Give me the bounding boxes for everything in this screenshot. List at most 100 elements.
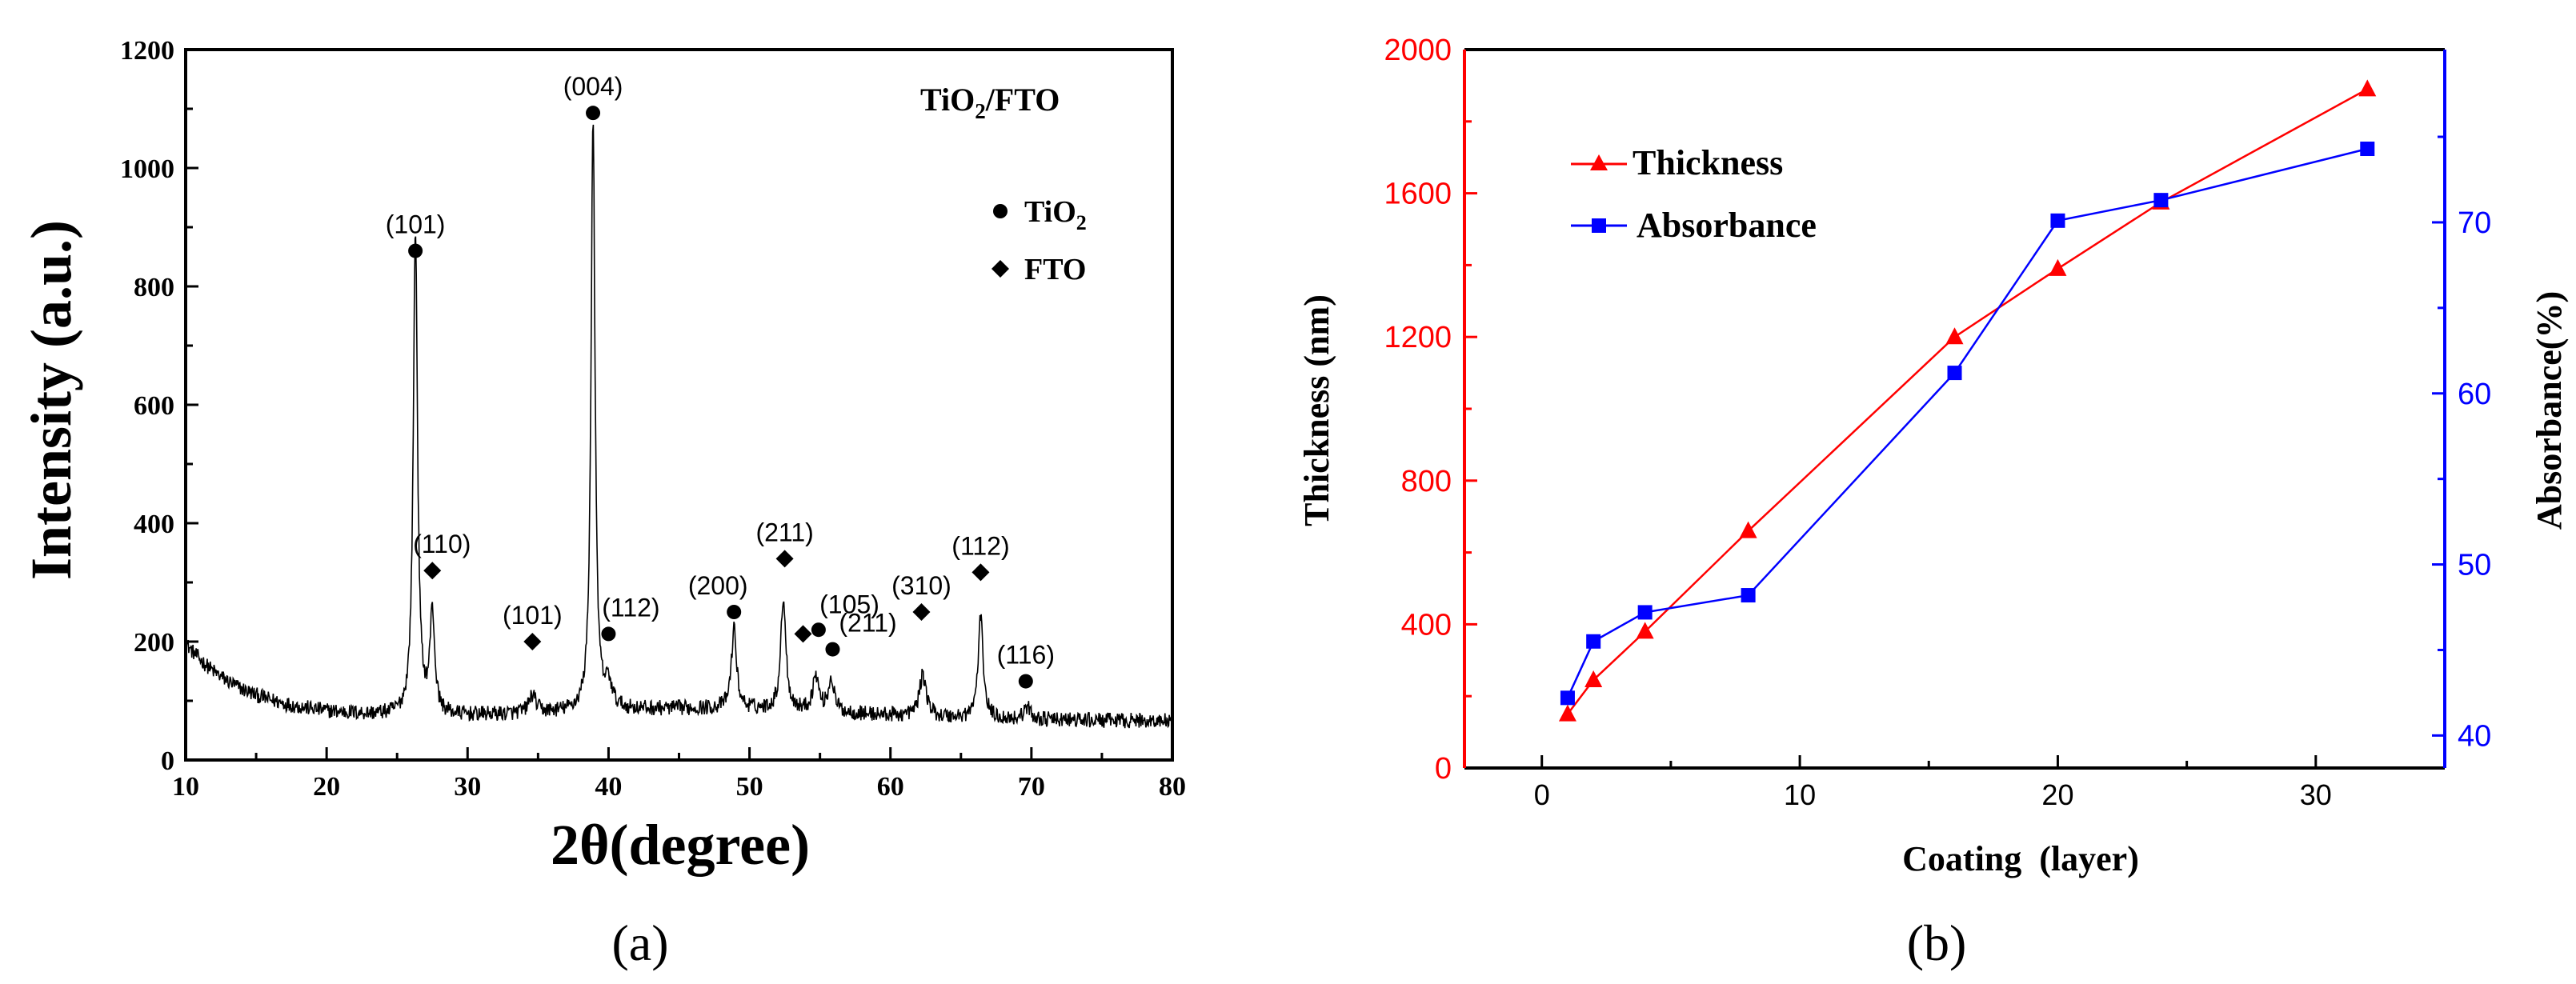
- xrd-peak-marker-circle: [811, 622, 826, 638]
- xrd-x-tick-label: 20: [313, 772, 340, 802]
- thickness-y-axis-label: Thickness (nm): [1297, 294, 1336, 526]
- absorbance-point: [2360, 142, 2375, 157]
- xrd-y-tick-label: 400: [134, 510, 174, 539]
- absorbance-point: [2153, 193, 2169, 208]
- legend-thickness-label: Thickness: [1633, 143, 1783, 182]
- xrd-trace-group: [185, 124, 1173, 729]
- thickness-tick-label: 1200: [1384, 321, 1452, 354]
- xrd-title-rest: /FTO: [985, 82, 1060, 118]
- coating-x-axis-label: Coating (layer): [1902, 839, 2139, 878]
- xrd-x-tick-label: 70: [1018, 772, 1045, 802]
- xrd-peak-marker-circle: [825, 642, 840, 657]
- thickness-point: [1558, 704, 1576, 722]
- xrd-title-main: TiO: [920, 82, 975, 118]
- xrd-peak-marker-circle: [727, 605, 742, 619]
- xrd-legend-fto: FTO: [1024, 253, 1086, 286]
- legend-absorbance-square: [1592, 218, 1606, 233]
- absorbance-point: [2050, 213, 2065, 228]
- xrd-title-sub: 2: [975, 99, 986, 123]
- xrd-peak-marker-diamond: [423, 562, 442, 580]
- absorbance-point: [1947, 366, 1962, 381]
- panel-a-label: (a): [611, 914, 668, 971]
- xrd-y-tick-label: 200: [134, 628, 174, 658]
- xrd-peak-annotations: (101)(110)(101)(004)(112)(200)(211)(105)…: [386, 72, 1055, 689]
- xrd-x-axis-label: 2θ(degree): [551, 813, 810, 877]
- coating-legend: Thickness Absorbance: [1571, 143, 1817, 245]
- xrd-x-tick-label: 50: [736, 772, 763, 802]
- thickness-tick-label: 2000: [1384, 34, 1452, 67]
- xrd-legend-diamond-marker: [992, 260, 1009, 278]
- thickness-point: [1636, 622, 1654, 639]
- thickness-point: [1739, 521, 1757, 538]
- xrd-peak-label: (105): [819, 590, 879, 618]
- absorbance-point: [1637, 605, 1653, 620]
- absorbance-tick-label: 50: [2458, 549, 2491, 582]
- xrd-x-tick-label: 10: [172, 772, 199, 802]
- xrd-legend-circle-marker: [993, 204, 1008, 218]
- absorbance-line: [1566, 147, 2368, 698]
- thickness-point: [1584, 670, 1603, 687]
- xrd-peak-marker-diamond: [523, 633, 542, 650]
- xrd-y-tick-label: 600: [134, 391, 174, 421]
- coating-x-tick-label: 30: [2300, 778, 2332, 811]
- xrd-legend-tio2-main: TiO: [1024, 195, 1076, 229]
- absorbance-point: [1560, 690, 1575, 706]
- thickness-point: [2049, 258, 2067, 276]
- xrd-peak-marker-diamond: [794, 625, 812, 643]
- xrd-plot-frame: [184, 48, 1174, 762]
- xrd-peak-marker-diamond: [972, 563, 990, 582]
- absorbance-point: [1741, 588, 1756, 603]
- xrd-legend-tio2-sub: 2: [1076, 211, 1087, 234]
- xrd-peak-label: (211): [839, 609, 896, 638]
- xrd-peak-label: (101): [386, 210, 446, 239]
- thickness-tick-label: 1600: [1384, 178, 1452, 211]
- xrd-x-tick-label: 60: [877, 772, 904, 802]
- xrd-peak-marker-circle: [601, 626, 616, 642]
- absorbance-tick-label: 60: [2458, 378, 2491, 411]
- absorbance-tick-label: 70: [2458, 206, 2491, 240]
- xrd-y-tick-label: 800: [134, 273, 174, 302]
- xrd-y-axis-label: Intensity (a.u.): [19, 220, 83, 580]
- xrd-legend: TiO2 FTO: [992, 195, 1087, 286]
- xrd-x-tick-label: 30: [454, 772, 481, 802]
- coating-x-tick-label: 10: [1784, 778, 1816, 811]
- xrd-peak-marker-diamond: [912, 603, 931, 621]
- xrd-peak-label: (110): [413, 530, 471, 558]
- xrd-title: TiO2/FTO: [920, 82, 1060, 123]
- thickness-tick-label: 800: [1401, 465, 1452, 498]
- legend-thickness-triangle: [1590, 154, 1608, 170]
- coating-tick-labels: 0 10 20 30 0 400 800 1200 1600 2000 40 50 60 70: [1384, 34, 2491, 811]
- legend-absorbance-label: Absorbance: [1637, 206, 1817, 245]
- panel-b-label: (b): [1907, 914, 1967, 971]
- coating-x-tick-label: 0: [1534, 778, 1550, 811]
- thickness-point: [1945, 327, 1964, 345]
- xrd-legend-tio2: TiO2: [1024, 195, 1087, 234]
- thickness-line: [1566, 88, 2368, 715]
- xrd-peak-marker-circle: [586, 106, 601, 121]
- xrd-trace: [185, 124, 1173, 729]
- xrd-peak-label: (211): [755, 518, 813, 546]
- xrd-peak-label: (116): [997, 641, 1055, 670]
- xrd-peak-label: (112): [951, 531, 1009, 560]
- absorbance-y-axis-label: Absorbance(%): [2530, 291, 2569, 530]
- coating-series-group: [1558, 79, 2377, 722]
- xrd-peak-marker-circle: [408, 243, 423, 258]
- thickness-tick-label: 400: [1401, 608, 1452, 642]
- xrd-peak-label: (101): [503, 601, 563, 630]
- xrd-peak-marker-circle: [1018, 674, 1033, 689]
- xrd-peak-label: (112): [602, 593, 659, 622]
- xrd-x-tick-label: 80: [1159, 772, 1186, 802]
- xrd-peak-marker-diamond: [775, 550, 794, 568]
- xrd-peak-label: (200): [688, 571, 748, 600]
- xrd-x-tick-label: 40: [595, 772, 622, 802]
- xrd-peak-label: (004): [563, 72, 623, 101]
- xrd-peak-label: (310): [891, 571, 951, 600]
- coating-x-tick-label: 20: [2041, 778, 2073, 811]
- absorbance-tick-label: 40: [2458, 719, 2491, 753]
- absorbance-point: [1586, 634, 1601, 649]
- thickness-point: [2358, 79, 2377, 97]
- xrd-y-tick-label: 1000: [120, 154, 174, 184]
